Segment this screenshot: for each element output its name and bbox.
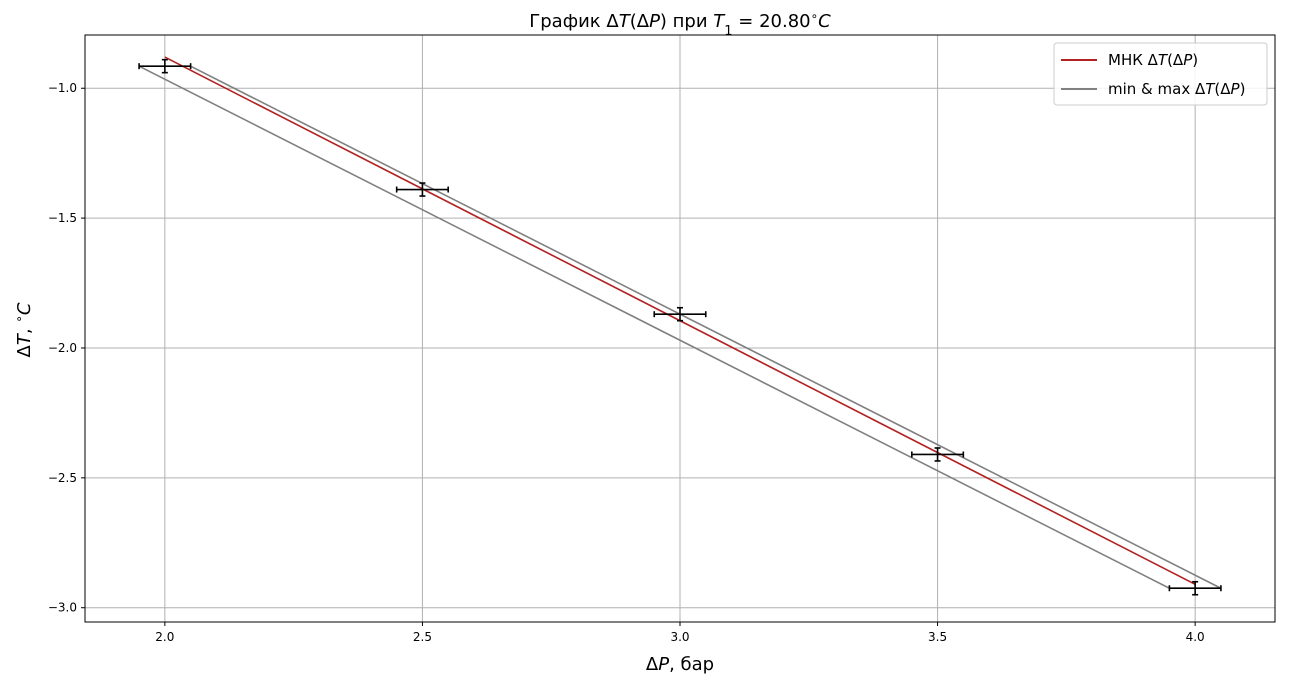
legend-label-mnk: МНК ΔT(ΔP) bbox=[1108, 51, 1198, 69]
y-tick-label: −2.0 bbox=[48, 341, 77, 355]
x-tick-label: 3.0 bbox=[670, 630, 689, 644]
grid bbox=[85, 35, 1275, 622]
legend-label-min-max: min & max ΔT(ΔP) bbox=[1108, 80, 1245, 98]
x-tick-label: 2.5 bbox=[413, 630, 432, 644]
y-tick-label: −1.5 bbox=[48, 211, 77, 225]
y-tick-label: −1.0 bbox=[48, 81, 77, 95]
y-axis-title: ΔT, ∘C bbox=[12, 302, 35, 357]
data-point bbox=[911, 447, 965, 462]
x-tick-label: 3.5 bbox=[928, 630, 947, 644]
min-slope-line bbox=[138, 65, 1170, 589]
chart-title: График ΔT(ΔP) при T1 = 20.80∘C bbox=[529, 9, 831, 39]
y-tick-label: −2.5 bbox=[48, 471, 77, 485]
data-point bbox=[395, 182, 449, 197]
max-slope-line bbox=[190, 65, 1222, 589]
legend-box bbox=[1053, 42, 1268, 106]
data-point bbox=[653, 306, 707, 322]
data-point bbox=[138, 58, 192, 74]
points-layer bbox=[138, 58, 1222, 596]
x-tick-label: 4.0 bbox=[1186, 630, 1205, 644]
ticks: 2.0 2.5 3.0 3.5 4.0 −1.0 −1.5 −2.0 −2.5 −3.0 bbox=[48, 81, 1205, 644]
x-axis-title: ΔP, бар bbox=[646, 654, 714, 675]
data-point bbox=[1168, 580, 1222, 596]
y-tick-label: −3.0 bbox=[48, 601, 77, 615]
legend: МНК ΔT(ΔP) min & max ΔT(ΔP) bbox=[1053, 42, 1268, 106]
x-tick-label: 2.0 bbox=[155, 630, 174, 644]
